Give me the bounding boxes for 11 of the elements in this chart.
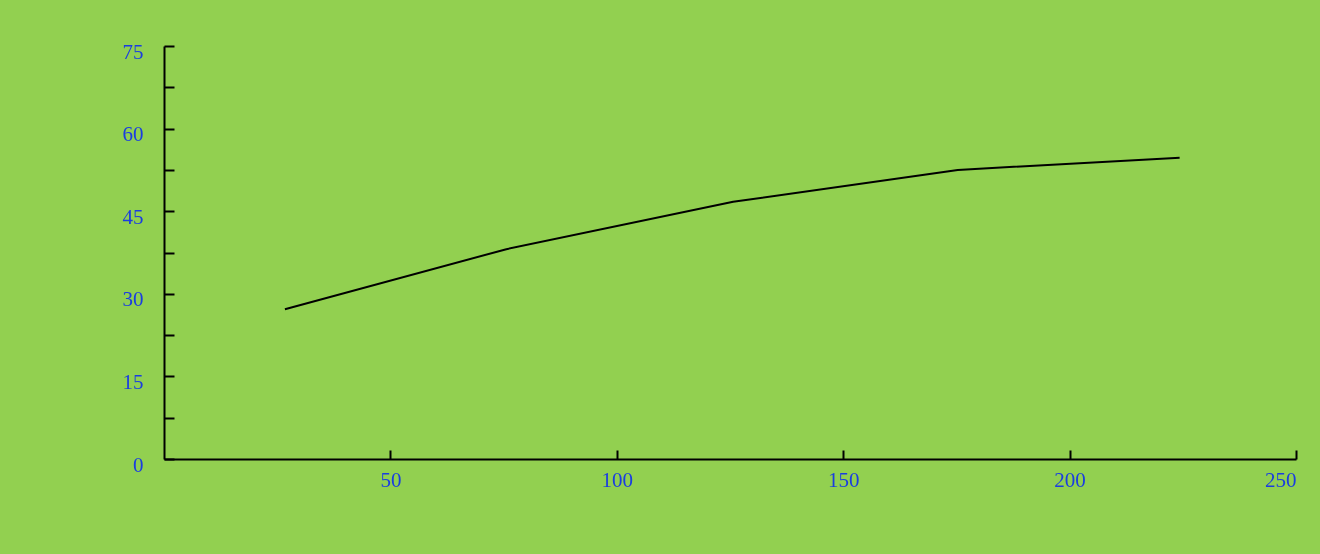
x-tick-label: 100 xyxy=(601,467,634,492)
y-tick-label: 30 xyxy=(122,287,144,312)
y-tick-label: 75 xyxy=(122,39,144,64)
x-tick-label: 150 xyxy=(827,467,860,492)
y-tick-label: 15 xyxy=(122,369,144,394)
y-tick-label: 60 xyxy=(122,122,144,147)
x-tick-label: 50 xyxy=(380,467,402,492)
y-tick-label: 0 xyxy=(133,452,144,477)
y-tick-label: 45 xyxy=(122,204,144,229)
x-tick-label: 200 xyxy=(1054,467,1086,492)
x-tick-label: 250 xyxy=(1265,467,1297,492)
